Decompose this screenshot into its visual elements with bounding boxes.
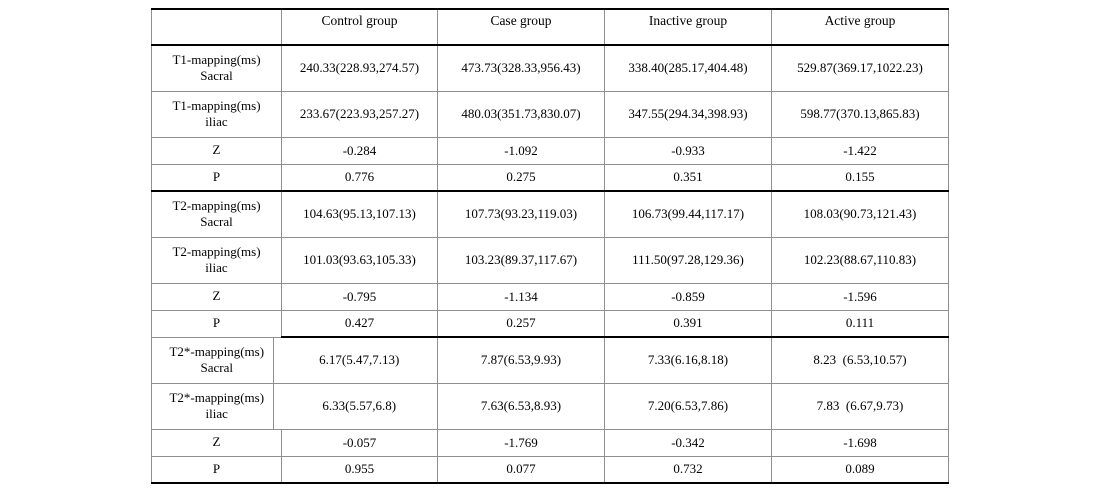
cell: 111.50(97.28,129.36) <box>604 236 772 284</box>
cell: -1.422 <box>771 136 949 165</box>
table-row-t1-p: P 0.776 0.275 0.351 0.155 <box>151 163 949 192</box>
cell: 103.23(89.37,117.67) <box>437 236 605 284</box>
column-header-active-group: Active group <box>771 8 949 46</box>
results-table: Control group Case group Inactive group … <box>151 8 949 484</box>
cell: 480.03(351.73,830.07) <box>437 90 605 138</box>
cell: 240.33(228.93,274.57) <box>281 44 438 92</box>
cell: 102.23(88.67,110.83) <box>771 236 949 284</box>
cell: -0.342 <box>604 428 772 457</box>
table-row-t2star-z: Z -0.057 -1.769 -0.342 -1.698 <box>151 428 949 457</box>
corner-cell <box>151 8 282 46</box>
cell: -0.933 <box>604 136 772 165</box>
table-row-t2-p: P 0.427 0.257 0.391 0.111 <box>151 309 949 338</box>
cell: 0.155 <box>771 163 949 192</box>
table-row-t1-iliac: T1-mapping(ms) iliac 233.67(223.93,257.2… <box>151 90 949 138</box>
cell: 8.23 (6.53,10.57) <box>771 336 949 384</box>
cell: 598.77(370.13,865.83) <box>771 90 949 138</box>
row-label: T2*-mapping(ms) iliac <box>151 382 282 430</box>
cell: -0.859 <box>604 282 772 311</box>
cell: 0.089 <box>771 455 949 484</box>
row-label: Z <box>151 282 282 311</box>
cell: 104.63(95.13,107.13) <box>281 190 438 238</box>
table-row-t2-iliac: T2-mapping(ms) iliac 101.03(93.63,105.33… <box>151 236 949 284</box>
cell: 6.17(5.47,7.13) <box>281 336 438 384</box>
cell: -1.596 <box>771 282 949 311</box>
table-row-t2-z: Z -0.795 -1.134 -0.859 -1.596 <box>151 282 949 311</box>
table-row-t2star-p: P 0.955 0.077 0.732 0.089 <box>151 455 949 484</box>
cell: 233.67(223.93,257.27) <box>281 90 438 138</box>
row-label: T2-mapping(ms) Sacral <box>151 190 282 238</box>
cell: 0.257 <box>437 309 605 338</box>
cell: 0.427 <box>281 309 438 338</box>
cell: -0.057 <box>281 428 438 457</box>
row-label: P <box>151 455 282 484</box>
cell: 101.03(93.63,105.33) <box>281 236 438 284</box>
cell: -1.769 <box>437 428 605 457</box>
cell: 0.776 <box>281 163 438 192</box>
header-row: Control group Case group Inactive group … <box>151 8 949 46</box>
row-label: T2-mapping(ms) iliac <box>151 236 282 284</box>
cell: 338.40(285.17,404.48) <box>604 44 772 92</box>
row-label: T1-mapping(ms) iliac <box>151 90 282 138</box>
table-row-t2-sacral: T2-mapping(ms) Sacral 104.63(95.13,107.1… <box>151 190 949 238</box>
cell: 0.111 <box>771 309 949 338</box>
cell: 107.73(93.23,119.03) <box>437 190 605 238</box>
table-row-t1-sacral: T1-mapping(ms) Sacral 240.33(228.93,274.… <box>151 44 949 92</box>
cell: 0.732 <box>604 455 772 484</box>
cell: -0.284 <box>281 136 438 165</box>
cell: 7.87(6.53,9.93) <box>437 336 605 384</box>
column-header-case-group: Case group <box>437 8 605 46</box>
row-label: Z <box>151 428 282 457</box>
cell: -1.092 <box>437 136 605 165</box>
column-header-inactive-group: Inactive group <box>604 8 772 46</box>
cell: 7.83 (6.67,9.73) <box>771 382 949 430</box>
cell: -0.795 <box>281 282 438 311</box>
cell: 7.20(6.53,7.86) <box>604 382 772 430</box>
cell: 0.955 <box>281 455 438 484</box>
row-label: Z <box>151 136 282 165</box>
cell: 7.33(6.16,8.18) <box>604 336 772 384</box>
cell: 6.33(5.57,6.8) <box>281 382 438 430</box>
table-row-t2star-sacral: T2*-mapping(ms) Sacral 6.17(5.47,7.13) 7… <box>151 336 949 384</box>
cell: 106.73(99.44,117.17) <box>604 190 772 238</box>
cell: 0.351 <box>604 163 772 192</box>
cell: 0.391 <box>604 309 772 338</box>
table-row-t2star-iliac: T2*-mapping(ms) iliac 6.33(5.57,6.8) 7.6… <box>151 382 949 430</box>
row-label: T2*-mapping(ms) Sacral <box>151 336 282 384</box>
cell: -1.698 <box>771 428 949 457</box>
cell: 108.03(90.73,121.43) <box>771 190 949 238</box>
table-row-t1-z: Z -0.284 -1.092 -0.933 -1.422 <box>151 136 949 165</box>
cell: -1.134 <box>437 282 605 311</box>
row-label: T1-mapping(ms) Sacral <box>151 44 282 92</box>
cell: 0.275 <box>437 163 605 192</box>
cell: 473.73(328.33,956.43) <box>437 44 605 92</box>
row-label: P <box>151 163 282 192</box>
column-header-control-group: Control group <box>281 8 438 46</box>
cell: 529.87(369.17,1022.23) <box>771 44 949 92</box>
cell: 347.55(294.34,398.93) <box>604 90 772 138</box>
cell: 7.63(6.53,8.93) <box>437 382 605 430</box>
cell: 0.077 <box>437 455 605 484</box>
row-label: P <box>151 309 282 338</box>
